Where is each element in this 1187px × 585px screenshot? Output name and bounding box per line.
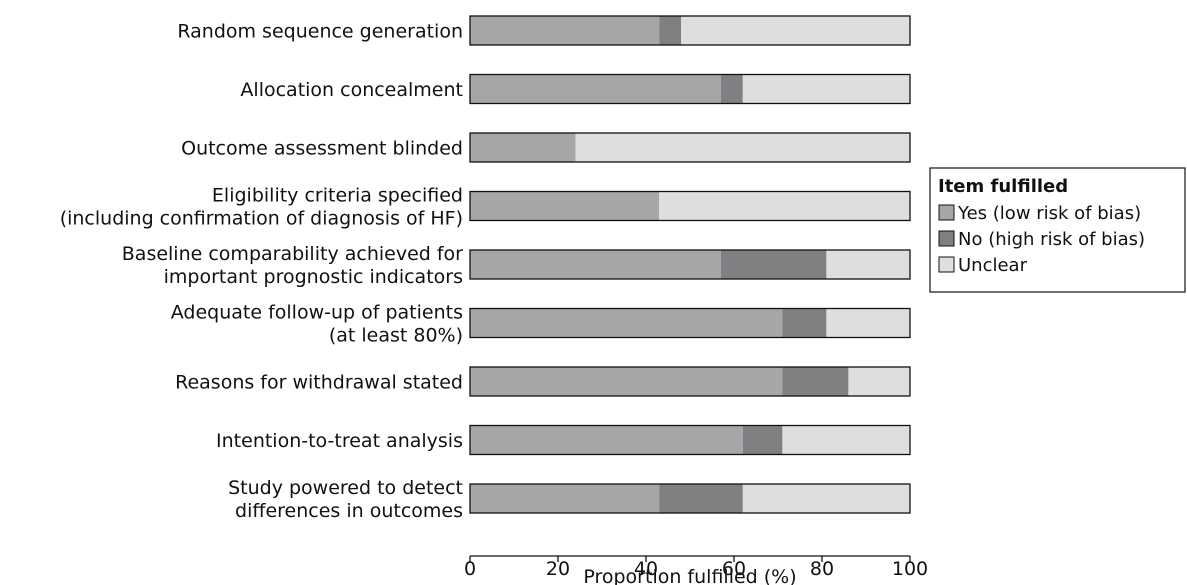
- category-label-3-line-1: Outcome assessment blinded: [181, 138, 463, 160]
- bar-segment-1-row-7: [470, 367, 783, 396]
- bar-segment-3-row-3: [575, 133, 910, 162]
- bar-segment-2-row-5: [720, 250, 827, 279]
- bar-outline-row-1: [469, 15, 911, 46]
- legend-title: Item fulfilled: [938, 176, 1068, 197]
- x-tick-label-0: 0: [464, 558, 476, 580]
- bar-segment-3-row-4: [659, 191, 910, 221]
- bar-segment-1-row-6: [470, 308, 783, 338]
- bar-outline-row-6: [469, 307, 911, 339]
- category-label-5-line-2: important prognostic indicators: [164, 266, 463, 288]
- bar-outline-row-8: [469, 424, 911, 456]
- legend-swatch-1: [938, 204, 955, 221]
- bar-segment-1-row-3: [470, 133, 576, 162]
- category-label-5-line-1: Baseline comparability achieved for: [122, 243, 463, 265]
- legend-frame: [929, 167, 1186, 293]
- x-tick-label-100: 100: [892, 558, 928, 580]
- bar-outline-row-7: [469, 366, 911, 397]
- bar-segment-2-row-2: [720, 74, 743, 104]
- bar-outline-row-9: [469, 483, 911, 514]
- legend: Item fulfilled Yes (low risk of bias) No …: [929, 167, 1186, 293]
- legend-swatch-3: [938, 256, 955, 273]
- category-label-9-line-2: differences in outcomes: [235, 500, 463, 522]
- bar-segment-2-row-1: [659, 16, 682, 45]
- bar-outline-row-2: [469, 73, 911, 105]
- legend-label-1: Yes (low risk of bias): [957, 203, 1141, 224]
- bar-segment-1-row-1: [470, 16, 660, 45]
- x-axis: 0 20 40 60 80 100: [464, 555, 928, 580]
- legend-label-2: No (high risk of bias): [958, 229, 1145, 250]
- legend-label-3: Unclear: [958, 255, 1028, 276]
- bar-outline-row-4: [469, 190, 911, 222]
- category-label-8-line-1: Intention-to-treat analysis: [216, 430, 463, 452]
- category-label-6-line-1: Adequate follow-up of patients: [171, 302, 463, 324]
- bar-outline-row-3: [469, 132, 911, 163]
- bar-segment-3-row-1: [681, 16, 910, 45]
- category-label-6-line-2: (at least 80%): [329, 325, 463, 347]
- category-labels: Random sequence generation Allocation con…: [60, 21, 463, 523]
- bar-segment-1-row-4: [470, 191, 660, 221]
- x-tick-label-80: 80: [810, 558, 834, 580]
- x-tick-label-20: 20: [546, 558, 570, 580]
- bar-segment-2-row-8: [742, 425, 783, 455]
- legend-swatch-2: [938, 230, 955, 247]
- category-label-7-line-1: Reasons for withdrawal stated: [175, 372, 463, 394]
- bar-segment-3-row-7: [848, 367, 910, 396]
- bar-segment-2-row-6: [782, 308, 827, 338]
- x-tick-label-60: 60: [722, 558, 746, 580]
- bars-group: [469, 15, 911, 514]
- category-label-1-line-1: Random sequence generation: [177, 21, 463, 43]
- bar-segment-2-row-9: [659, 484, 743, 513]
- category-label-2-line-1: Allocation concealment: [240, 79, 463, 101]
- bar-outline-row-5: [469, 249, 911, 280]
- bar-segment-3-row-2: [742, 74, 910, 104]
- x-axis-title: Proportion fulfilled (%): [583, 566, 796, 585]
- bar-segment-3-row-8: [782, 425, 910, 455]
- bar-segment-1-row-8: [470, 425, 743, 455]
- bar-segment-1-row-5: [470, 250, 721, 279]
- bar-segment-2-row-7: [782, 367, 849, 396]
- bar-segment-3-row-9: [742, 484, 910, 513]
- bar-segment-1-row-9: [470, 484, 660, 513]
- category-label-9-line-1: Study powered to detect: [228, 477, 463, 499]
- bar-segment-3-row-6: [826, 308, 910, 338]
- bar-segment-1-row-2: [470, 74, 721, 104]
- x-tick-label-40: 40: [634, 558, 658, 580]
- category-label-4-line-2: (including confirmation of diagnosis of …: [60, 208, 463, 230]
- bar-segment-3-row-5: [826, 250, 910, 279]
- category-label-4-line-1: Eligibility criteria specified: [212, 185, 463, 207]
